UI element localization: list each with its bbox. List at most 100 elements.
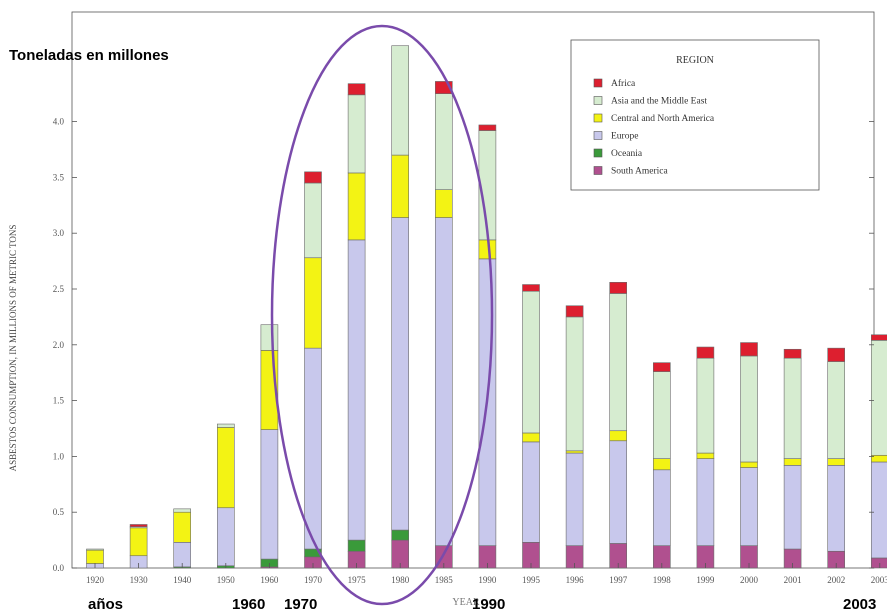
label-1990: 1990 xyxy=(472,596,505,613)
bar-stack-1996 xyxy=(565,305,584,569)
legend-swatch xyxy=(593,78,603,88)
x-tick-label: 2000 xyxy=(740,575,759,585)
y-axis: 0.0 0.5 1.0 1.5 2.0 2.5 3.0 3.5 4.0 xyxy=(53,117,874,573)
y-axis-label: ASBESTOS CONSUMPTION, IN MILLIONS OF MET… xyxy=(8,225,18,472)
bar-segment xyxy=(870,557,887,569)
legend-swatch xyxy=(593,148,603,158)
legend-swatch xyxy=(593,131,603,140)
x-tick-label: 1998 xyxy=(653,575,672,585)
bar-segment xyxy=(434,93,453,190)
bar-segment xyxy=(565,452,584,546)
bar-segment xyxy=(652,458,671,471)
x-tick-label: 1960 xyxy=(260,575,279,585)
x-tick-label: 1970 xyxy=(304,575,323,585)
bar-stack-1960 xyxy=(260,324,279,569)
bar-segment xyxy=(609,293,628,432)
bar-segment xyxy=(609,282,628,294)
annotation-title: Toneladas en millones xyxy=(9,47,169,64)
legend-item-label: Central and North America xyxy=(611,114,715,124)
bar-segment xyxy=(565,316,584,452)
bar-segment xyxy=(347,172,366,241)
bar-segment xyxy=(86,549,104,564)
bar-stack-1997 xyxy=(609,282,628,569)
legend-swatch xyxy=(593,166,603,175)
label-2003: 2003 xyxy=(843,596,876,613)
bar-segment xyxy=(217,507,235,567)
legend-title: REGION xyxy=(676,55,714,66)
x-tick-label: 1940 xyxy=(173,575,192,585)
bar-segment xyxy=(86,548,104,551)
x-tick-label: 1999 xyxy=(696,575,715,585)
bar-segment xyxy=(870,334,887,341)
bar-stack-1980 xyxy=(391,45,410,569)
bar-segment xyxy=(609,440,628,544)
bar-segment xyxy=(740,355,758,463)
x-tick-label: 1980 xyxy=(391,575,410,585)
legend-item-label: Asia and the Middle East xyxy=(611,97,707,107)
bar-segment xyxy=(696,346,715,359)
bar-segment xyxy=(173,508,191,513)
bar-segment xyxy=(827,465,846,552)
bar-segment xyxy=(827,361,846,459)
bar-segment xyxy=(827,458,846,466)
bar-segment xyxy=(391,154,410,218)
bar-segment xyxy=(304,182,322,259)
emphasis-ellipse xyxy=(270,24,494,606)
bar-segment xyxy=(129,524,148,528)
x-tick-label: 1985 xyxy=(435,575,454,585)
bar-segment xyxy=(391,529,410,541)
bar-segment xyxy=(783,357,802,459)
bar-segment xyxy=(870,340,887,456)
legend-swatch xyxy=(593,113,603,123)
bar-segment xyxy=(347,83,366,96)
bar-segment xyxy=(304,347,322,550)
y-tick-label: 0.0 xyxy=(53,563,65,573)
bar-segment xyxy=(652,469,671,546)
bar-segment xyxy=(478,124,497,131)
bar-segment xyxy=(652,371,671,459)
bar-segment xyxy=(347,539,366,552)
bar-segment xyxy=(609,430,628,442)
bar-segment xyxy=(696,452,715,459)
bar-segment xyxy=(304,257,322,349)
y-tick-label: 0.5 xyxy=(53,507,65,517)
y-tick-label: 2.5 xyxy=(53,284,65,294)
y-tick-label: 2.0 xyxy=(53,340,65,350)
bar-stack-1975 xyxy=(347,83,366,569)
legend-box xyxy=(570,39,820,191)
x-tick-label: 2003 xyxy=(871,575,887,585)
bar-stack-1970 xyxy=(304,171,322,569)
bar-stack-1985 xyxy=(434,81,453,569)
bar-segment xyxy=(783,458,802,466)
bar-segment xyxy=(522,432,540,443)
bar-segment xyxy=(696,357,715,454)
x-tick-label: 1920 xyxy=(86,575,105,585)
bar-segment xyxy=(740,342,758,357)
label-1970: 1970 xyxy=(284,596,317,613)
bar-segment xyxy=(217,427,235,509)
legend-item-label: Africa xyxy=(611,78,636,89)
bar-segment xyxy=(827,347,846,362)
bar-segment xyxy=(173,511,191,543)
bar-segment xyxy=(870,461,887,559)
bar-segment xyxy=(391,45,410,156)
bar-stack-1930 xyxy=(129,524,148,569)
legend-item-label: South America xyxy=(611,167,669,177)
legend-items: Africa Asia and the Middle East Central an… xyxy=(593,78,715,177)
x-tick-label: 1930 xyxy=(130,575,149,585)
bar-segment xyxy=(652,362,671,372)
x-tick-label: 1995 xyxy=(522,575,541,585)
bar-segment xyxy=(740,467,758,546)
legend: REGION Africa Asia and the Middle East Cen… xyxy=(570,39,820,191)
x-tick-label: 1997 xyxy=(609,575,628,585)
bar-stack-2001 xyxy=(783,348,802,569)
y-tick-label: 3.0 xyxy=(53,228,65,238)
bar-segment xyxy=(522,290,540,434)
legend-item-label: Europe xyxy=(611,132,638,142)
legend-item-label: Oceania xyxy=(611,149,643,159)
bars-layer xyxy=(86,45,887,569)
bar-segment xyxy=(696,458,715,546)
bar-segment xyxy=(783,348,802,359)
bar-segment xyxy=(434,217,453,546)
